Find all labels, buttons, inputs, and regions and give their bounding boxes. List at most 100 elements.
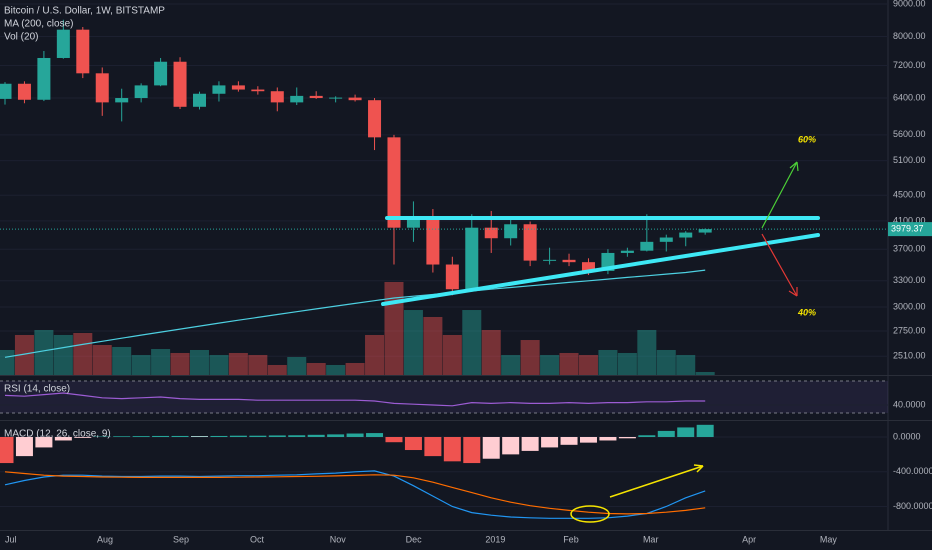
candle-body bbox=[679, 232, 693, 238]
candle-body bbox=[154, 61, 168, 86]
macd-title: MACD (12, 26, close, 9) bbox=[4, 429, 111, 440]
volume-bar bbox=[189, 349, 209, 375]
candle-body bbox=[484, 227, 498, 239]
y-tick-label: 40.0000 bbox=[893, 399, 926, 409]
histogram-bar bbox=[152, 435, 170, 437]
histogram-bar bbox=[443, 436, 461, 462]
histogram-bar bbox=[171, 435, 189, 437]
y-tick-label: 5100.00 bbox=[893, 155, 926, 165]
rsi-title: RSI (14, close) bbox=[4, 384, 70, 395]
histogram-bar bbox=[132, 436, 150, 437]
volume-bar bbox=[287, 357, 307, 375]
candle-body bbox=[231, 85, 245, 90]
indicator-line bbox=[4, 470, 706, 519]
volume-bar bbox=[540, 355, 560, 375]
histogram-bar bbox=[54, 436, 72, 441]
y-tick-label: 7200.00 bbox=[893, 60, 926, 70]
y-tick-label: 2510.00 bbox=[893, 351, 926, 361]
candle-body bbox=[192, 93, 206, 107]
x-tick-label: Oct bbox=[250, 534, 265, 544]
histogram-bar bbox=[521, 436, 539, 451]
candle-body bbox=[17, 83, 31, 100]
indicator-line bbox=[4, 269, 706, 358]
histogram-bar bbox=[618, 436, 636, 439]
downside-note: 40% bbox=[797, 307, 816, 317]
volume-bar bbox=[53, 334, 73, 375]
histogram-bar bbox=[482, 436, 500, 459]
support-trendline bbox=[381, 233, 820, 306]
volume-bar bbox=[345, 363, 365, 375]
candle-body bbox=[309, 95, 323, 99]
histogram-bar bbox=[74, 436, 92, 438]
volume-bar bbox=[365, 334, 385, 375]
volume-bar bbox=[637, 330, 657, 375]
volume-bar bbox=[403, 310, 423, 375]
candle-body bbox=[134, 85, 148, 99]
y-tick-label: 4100.00 bbox=[893, 215, 926, 225]
histogram-bar bbox=[696, 424, 714, 437]
histogram-bar bbox=[113, 436, 131, 437]
volume-bar bbox=[228, 352, 248, 375]
histogram-bar bbox=[327, 434, 345, 437]
x-tick-label: Apr bbox=[742, 534, 756, 544]
last-price-label: 3979.37 bbox=[891, 223, 924, 233]
histogram-bar bbox=[677, 427, 695, 437]
y-tick-label: 6400.00 bbox=[893, 92, 926, 102]
candle-body bbox=[329, 97, 343, 99]
down-arrow-head bbox=[788, 287, 798, 297]
candle-body bbox=[426, 217, 440, 265]
volume-bar bbox=[559, 352, 579, 375]
histogram-bar bbox=[657, 430, 675, 437]
volume-bar bbox=[695, 372, 715, 375]
down-arrow bbox=[761, 233, 798, 297]
x-tick-label: Jul bbox=[5, 534, 17, 544]
y-tick-label: -400.0000 bbox=[893, 466, 932, 476]
y-tick-label: 9000.00 bbox=[893, 0, 926, 8]
histogram-bar bbox=[541, 436, 559, 448]
x-tick-label: May bbox=[820, 534, 838, 544]
volume-bar bbox=[170, 352, 190, 375]
y-tick-label: 3700.00 bbox=[893, 244, 926, 254]
up-arrow bbox=[761, 161, 798, 229]
volume-bar bbox=[267, 364, 287, 375]
drawings: 60% 40% bbox=[381, 134, 820, 523]
histogram-bar bbox=[404, 436, 422, 451]
crossover-circle bbox=[570, 505, 610, 523]
volume-bar bbox=[131, 355, 151, 375]
histogram-bar bbox=[366, 433, 384, 437]
candle-body bbox=[115, 98, 129, 103]
volume-bar bbox=[92, 345, 112, 375]
candle-body bbox=[445, 264, 459, 290]
y-tick-label: 3000.00 bbox=[893, 301, 926, 311]
candle-body bbox=[368, 100, 382, 138]
histogram-bar bbox=[346, 433, 364, 437]
candle-body bbox=[387, 137, 401, 228]
histogram-bar bbox=[35, 436, 53, 448]
histogram-bar bbox=[288, 435, 306, 437]
volume-bar bbox=[598, 349, 618, 375]
histogram-bar bbox=[579, 436, 597, 443]
indicator-line bbox=[4, 471, 706, 515]
volume-bar bbox=[676, 355, 696, 375]
candle-body bbox=[37, 57, 51, 100]
upside-note: 60% bbox=[798, 134, 816, 144]
y-tick-label: 2750.00 bbox=[893, 325, 926, 335]
histogram-bar bbox=[560, 436, 578, 445]
x-tick-label: Nov bbox=[330, 534, 347, 544]
histogram-bar bbox=[424, 436, 442, 457]
macd-arrow-head bbox=[693, 464, 704, 473]
x-tick-label: Feb bbox=[563, 534, 579, 544]
volume-bar bbox=[0, 349, 15, 375]
candle-body bbox=[523, 224, 537, 261]
volume-bar bbox=[481, 330, 501, 375]
last-price-tag bbox=[888, 222, 932, 237]
x-tick-label: Mar bbox=[643, 534, 659, 544]
candle-body bbox=[348, 97, 362, 101]
volume-bar bbox=[73, 333, 93, 375]
candle-body bbox=[56, 29, 70, 58]
up-arrow-head bbox=[789, 161, 799, 172]
candle-body bbox=[640, 241, 654, 251]
x-tick-label: Dec bbox=[406, 534, 423, 544]
y-tick-label: -800.0000 bbox=[893, 501, 932, 511]
